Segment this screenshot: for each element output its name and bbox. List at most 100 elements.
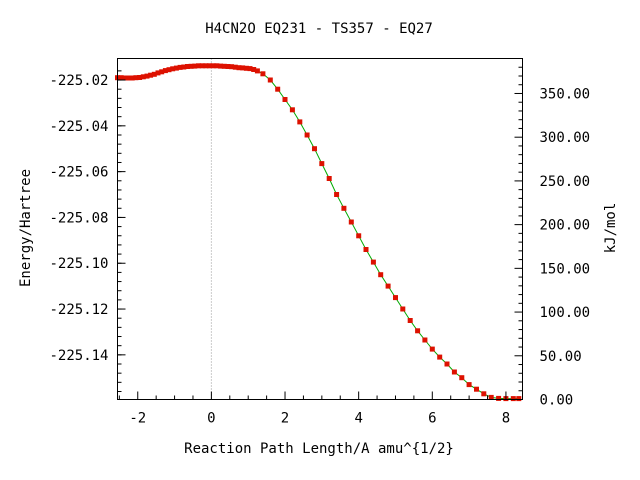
axes: -2 0 2 4 6 8 -225.02 -225.04 -225.06 -225.08 -225.… xyxy=(49,66,591,427)
data-point xyxy=(254,68,260,74)
data-point xyxy=(118,75,124,81)
data-point xyxy=(122,75,128,81)
data-point xyxy=(155,70,161,76)
data-point xyxy=(140,74,146,80)
data-point xyxy=(196,63,201,69)
data-point xyxy=(218,63,224,69)
y2-tick-label: 50.00 xyxy=(540,349,582,365)
data-point xyxy=(126,75,131,81)
data-point xyxy=(474,386,479,392)
data-point xyxy=(393,295,398,301)
x-tick-label: 0 xyxy=(207,411,215,427)
data-point xyxy=(159,69,165,75)
y-tick-label: -225.12 xyxy=(49,302,108,318)
x-tick-label: 2 xyxy=(281,411,289,427)
data-point xyxy=(466,382,472,388)
data-point xyxy=(199,63,205,69)
y-tick-label: -225.06 xyxy=(49,165,108,181)
y2-tick-label: 300.00 xyxy=(540,130,591,146)
data-point xyxy=(496,395,502,401)
data-point xyxy=(148,72,154,78)
data-point xyxy=(444,361,450,367)
x-tick-label: 4 xyxy=(354,411,362,427)
data-point xyxy=(173,65,179,71)
y2-tick-label: 200.00 xyxy=(540,218,591,234)
data-point xyxy=(297,119,303,125)
data-point xyxy=(326,176,332,181)
data-point xyxy=(210,63,216,69)
data-point xyxy=(243,65,249,71)
data-point xyxy=(363,247,369,252)
data-point xyxy=(370,259,376,265)
data-point xyxy=(192,63,198,69)
data-point xyxy=(137,75,143,80)
data-point xyxy=(188,63,194,69)
y2-axis-label: kJ/mol xyxy=(603,203,619,254)
data-point xyxy=(267,77,273,83)
data-point xyxy=(429,346,435,352)
data-point xyxy=(203,63,209,69)
y-axis-label: Energy/Hartree xyxy=(18,169,34,287)
y-tick-label: -225.14 xyxy=(49,348,108,364)
data-point xyxy=(207,63,212,69)
data-point xyxy=(510,396,516,402)
data-point xyxy=(166,67,172,73)
data-point xyxy=(334,192,340,197)
data-point xyxy=(348,219,354,225)
data-point xyxy=(177,64,183,70)
y2-tick-label: 0.00 xyxy=(540,393,574,409)
data-point xyxy=(415,328,421,334)
data-point xyxy=(488,394,494,400)
data-point xyxy=(459,375,465,381)
y-tick-label: -225.10 xyxy=(49,256,108,272)
data-point xyxy=(289,107,295,113)
data-point xyxy=(422,337,428,343)
data-point xyxy=(162,68,168,74)
data-point xyxy=(129,75,135,81)
data-point xyxy=(378,272,384,278)
data-point xyxy=(400,306,406,312)
x-tick-label: 6 xyxy=(428,411,436,427)
data-point xyxy=(181,64,187,70)
data-point xyxy=(275,86,281,92)
data-point xyxy=(247,66,253,72)
data-point xyxy=(240,65,246,71)
data-point xyxy=(229,64,235,70)
data-point xyxy=(185,64,190,69)
y2-tick-label: 250.00 xyxy=(540,174,591,190)
data-point xyxy=(407,318,413,323)
data-point xyxy=(319,161,325,167)
y2-tick-label: 150.00 xyxy=(540,261,591,277)
data-point xyxy=(214,63,220,69)
data-point xyxy=(304,132,310,138)
data-point xyxy=(232,64,238,70)
data-point xyxy=(225,64,231,69)
data-point xyxy=(451,369,457,375)
data-point xyxy=(481,391,487,397)
y2-tick-label: 350.00 xyxy=(540,86,591,102)
data-point xyxy=(251,67,257,72)
data-point xyxy=(282,97,288,102)
data-point xyxy=(341,205,347,211)
data-point xyxy=(385,283,391,289)
data-point xyxy=(170,66,176,72)
chart-title: H4CN2O EQ231 - TS357 - EQ27 xyxy=(205,21,433,37)
data-point xyxy=(151,71,157,77)
y2-tick-label: 100.00 xyxy=(540,305,591,321)
data-point xyxy=(236,65,242,71)
x-tick-label: -2 xyxy=(129,411,146,427)
x-axis-label: Reaction Path Length/A amu^{1/2} xyxy=(184,441,454,457)
data-point xyxy=(312,146,317,152)
plot-area xyxy=(115,58,522,402)
data-point xyxy=(437,354,443,360)
data-point xyxy=(516,396,522,402)
data-point xyxy=(356,233,362,239)
x-tick-label: 8 xyxy=(502,411,510,427)
plot-frame xyxy=(117,58,523,400)
data-point xyxy=(260,71,266,77)
y-tick-label: -225.08 xyxy=(49,210,108,226)
data-point xyxy=(133,75,139,81)
data-point xyxy=(221,63,227,69)
y-tick-label: -225.04 xyxy=(49,119,108,135)
